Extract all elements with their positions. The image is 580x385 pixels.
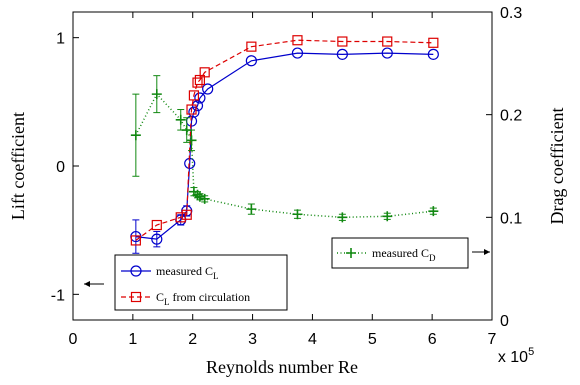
y-right-tick-label: 0.2 [500, 108, 522, 125]
data-point [246, 41, 257, 52]
legend-entry-measured-cd-label: measured CD [372, 246, 436, 263]
data-point [175, 114, 186, 125]
data-point [186, 135, 197, 146]
data-point [151, 219, 162, 231]
data-point [194, 191, 205, 202]
data-point [202, 83, 214, 95]
data-point [292, 35, 303, 46]
data-point [245, 55, 257, 67]
x-tick-label: 6 [428, 331, 437, 348]
data-point [336, 48, 348, 60]
data-point [381, 47, 393, 59]
y-left-tick-label: -1 [51, 287, 65, 304]
legend-left: measured CL CL from circulation [114, 254, 288, 311]
data-point [382, 36, 393, 47]
data-point [199, 67, 210, 78]
legend-entry-measured-cl-label: measured CL [156, 264, 218, 281]
data-point [130, 235, 141, 246]
y-axis-right-title: Drag coefficient [547, 107, 567, 224]
legend-entry-cl-circulation-label: CL from circulation [156, 290, 250, 307]
legend-right: measured CD [331, 237, 469, 269]
series-measured-c-d [130, 75, 439, 223]
y-right-tick-label: 0.3 [500, 5, 522, 22]
data-point [192, 77, 203, 88]
data-point [382, 211, 393, 222]
y-axis-left-title: Lift coefficient [8, 112, 28, 220]
data-point [188, 106, 200, 118]
x-tick-label: 0 [69, 331, 78, 348]
data-point [427, 48, 439, 60]
data-point [428, 206, 439, 217]
x-tick-label: 1 [128, 331, 137, 348]
data-point [186, 104, 197, 115]
data-point [337, 36, 348, 47]
data-point [246, 204, 257, 215]
y-left-tick-label: 0 [56, 159, 65, 176]
data-point [191, 100, 204, 112]
x-axis-title: Reynolds number Re [206, 357, 358, 377]
data-point [151, 233, 163, 245]
data-point [151, 89, 162, 100]
data-point [428, 37, 439, 48]
y-left-tick-label: 1 [56, 31, 65, 48]
x-tick-label: 7 [488, 331, 497, 348]
x-tick-label: 3 [248, 331, 257, 348]
data-point [292, 209, 303, 220]
legend-entry-measured-cd-marker [346, 248, 356, 258]
data-point [291, 47, 304, 59]
x-axis-multiplier: x 105 [498, 346, 534, 366]
y-right-tick-label: 0.1 [500, 210, 522, 227]
data-point [130, 130, 141, 141]
arrow-right-axis [472, 249, 490, 255]
legend-left-box [114, 254, 288, 311]
y-right-tick-label: 0 [500, 313, 509, 330]
x-tick-label: 2 [188, 331, 197, 348]
x-tick-label: 5 [368, 331, 377, 348]
data-point [194, 92, 206, 104]
arrow-left-axis [84, 281, 104, 287]
data-point [181, 209, 192, 220]
x-tick-label: 4 [308, 331, 317, 348]
legend-entry-measured-cl-marker [130, 265, 142, 277]
data-point [192, 189, 203, 200]
data-point [175, 212, 186, 223]
data-point [199, 193, 210, 204]
data-point [188, 90, 200, 101]
data-point [337, 212, 348, 223]
legend-entry-cl-circulation-marker [130, 291, 142, 303]
series-c-l-from-circulation [130, 35, 439, 246]
